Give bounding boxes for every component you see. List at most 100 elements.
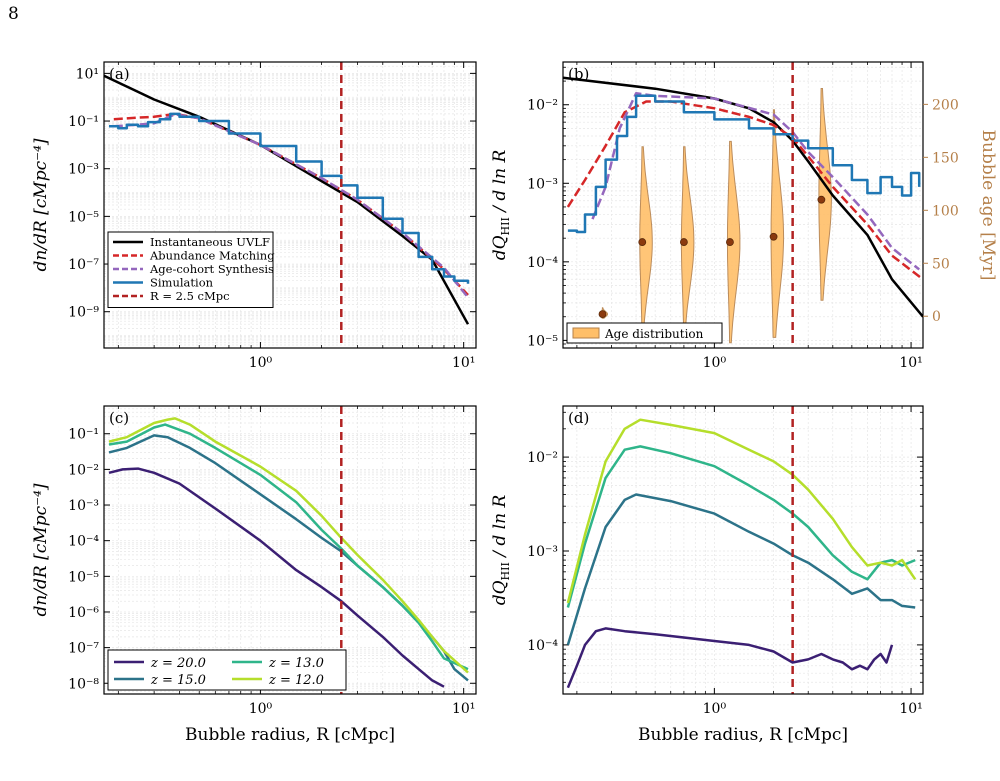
y-tick-label: 10⁻³ bbox=[527, 544, 558, 560]
axes-frame bbox=[103, 61, 477, 349]
legend-label: Abundance Matching bbox=[149, 249, 275, 263]
legend-label: z = 12.0 bbox=[268, 673, 324, 688]
legend: z = 20.0 z = 15.0 z = 13.0 z = 12.0 bbox=[107, 649, 347, 691]
data-layer bbox=[563, 76, 923, 344]
age-median-point bbox=[769, 232, 778, 241]
panel-0: 10⁰ 10¹ 10¹ 10⁻¹ 10⁻³ 10⁻⁵ 10⁻⁷ 10⁻⁹ (a) dn/dR [c… bbox=[31, 61, 477, 371]
legend-label: Age-cohort Synthesis bbox=[149, 262, 274, 276]
y-tick-label: 10⁻⁸ bbox=[68, 676, 99, 692]
age-violin bbox=[818, 88, 832, 301]
series-line-z-13-0 bbox=[108, 423, 469, 671]
legend-box bbox=[107, 649, 347, 691]
y-tick-label: 10¹ bbox=[76, 66, 99, 82]
y-tick-label: 10⁻¹ bbox=[68, 427, 99, 443]
panel-1: 10⁰ 10¹ 10⁻² 10⁻³ 10⁻⁴ 10⁻⁵ (b) dQHII / d ln R 0… bbox=[490, 61, 998, 371]
right-tick-label: 100 bbox=[932, 203, 959, 219]
y-tick-label: 10⁻⁴ bbox=[527, 638, 558, 654]
grid bbox=[563, 62, 923, 348]
legend-label: R = 2.5 cMpc bbox=[150, 289, 230, 303]
right-tick-label: 150 bbox=[932, 150, 959, 166]
y-tick-label: 10⁻⁵ bbox=[527, 333, 558, 349]
panel-2: 10⁰ 10¹ 10⁻¹ 10⁻² 10⁻³ 10⁻⁴ 10⁻⁵ 10⁻⁶ 10⁻⁷ 10⁻⁸ (c… bbox=[31, 405, 477, 745]
age-median-point bbox=[638, 238, 647, 246]
right-tick-label: 50 bbox=[932, 256, 950, 272]
series-line-z-20-0 bbox=[108, 467, 445, 688]
series-line-age-cohort-synthesis bbox=[591, 92, 920, 271]
x-axis-label: Bubble radius, R [cMpc] bbox=[638, 725, 848, 745]
right-tick-label: 0 bbox=[932, 309, 941, 325]
page-number: 8 bbox=[8, 4, 19, 24]
legend: Age distribution bbox=[566, 322, 723, 344]
y-axis-label: dn/dR [cMpc⁻⁴] bbox=[31, 483, 51, 616]
y-axis-label: dQHII / d ln R bbox=[490, 150, 512, 261]
legend-label: z = 20.0 bbox=[150, 656, 206, 671]
age-violin bbox=[639, 146, 653, 328]
series-line-z-12-0 bbox=[566, 418, 917, 604]
y-tick-label: 10⁻⁵ bbox=[68, 209, 99, 225]
x-axis-label: Bubble radius, R [cMpc] bbox=[185, 725, 395, 745]
y-tick-label: 10⁻² bbox=[68, 462, 99, 478]
series-line-simulation bbox=[567, 94, 921, 234]
panel-label: (a) bbox=[109, 65, 130, 83]
series-line-z-12-0 bbox=[108, 417, 469, 674]
series-line-z-15-0 bbox=[108, 434, 469, 682]
y-tick-label: 10⁻³ bbox=[527, 176, 558, 192]
series-line-z-15-0 bbox=[566, 493, 916, 646]
grid bbox=[104, 62, 476, 348]
axes-frame bbox=[103, 405, 477, 695]
y-axis-label: dQHII / d ln R bbox=[490, 495, 512, 606]
series-line-abundance-matching bbox=[566, 100, 923, 281]
y-tick-label: 10⁻⁴ bbox=[527, 255, 558, 271]
y-tick-label: 10⁻⁴ bbox=[68, 534, 99, 550]
legend-label: Age distribution bbox=[604, 327, 704, 341]
x-tick-label: 10⁰ bbox=[703, 701, 727, 717]
right-axis-label: Bubble age [Myr] bbox=[978, 130, 998, 281]
legend-label: Instantaneous UVLF bbox=[150, 235, 270, 249]
panel-label: (d) bbox=[568, 409, 589, 427]
x-tick-label: 10¹ bbox=[452, 355, 475, 371]
legend-box bbox=[566, 322, 723, 344]
data-layer bbox=[566, 418, 917, 689]
series-line-z-20-0 bbox=[566, 627, 894, 689]
legend-label: z = 15.0 bbox=[150, 673, 206, 688]
legend-label: z = 13.0 bbox=[268, 656, 324, 671]
right-tick-label: 200 bbox=[932, 97, 959, 113]
data-layer bbox=[108, 417, 469, 688]
y-tick-label: 10⁻⁷ bbox=[68, 257, 99, 273]
panel-3: 10⁰ 10¹ 10⁻² 10⁻³ 10⁻⁴ (d) dQHII / d ln R Bubbl… bbox=[490, 405, 924, 745]
panel-label: (b) bbox=[568, 65, 589, 83]
y-tick-label: 10⁻³ bbox=[68, 498, 99, 514]
axes-frame bbox=[562, 405, 924, 695]
age-median-point bbox=[598, 310, 607, 319]
x-tick-label: 10⁰ bbox=[249, 701, 273, 717]
age-violin bbox=[770, 109, 785, 338]
age-violin bbox=[680, 146, 695, 328]
axes-frame bbox=[562, 61, 924, 349]
x-tick-label: 10¹ bbox=[899, 355, 922, 371]
x-tick-label: 10⁰ bbox=[703, 355, 727, 371]
y-tick-label: 10⁻² bbox=[527, 98, 558, 114]
y-tick-label: 10⁻¹ bbox=[68, 114, 99, 130]
age-median-point bbox=[679, 238, 688, 246]
age-median-point bbox=[817, 195, 826, 204]
y-tick-label: 10⁻³ bbox=[68, 162, 99, 178]
age-median-point bbox=[726, 238, 734, 246]
x-tick-label: 10¹ bbox=[452, 701, 475, 717]
series-line-instantaneous-uvlf bbox=[104, 74, 470, 325]
series-line-instantaneous-uvlf bbox=[563, 76, 923, 318]
x-tick-label: 10¹ bbox=[899, 701, 922, 717]
y-tick-label: 10⁻² bbox=[527, 450, 558, 466]
y-axis-label: dn/dR [cMpc⁻⁴] bbox=[31, 138, 51, 271]
y-tick-label: 10⁻⁷ bbox=[68, 641, 99, 657]
x-tick-label: 10⁰ bbox=[249, 355, 273, 371]
minor-ticks bbox=[563, 406, 923, 695]
panel-label: (c) bbox=[109, 409, 129, 427]
legend-label: Simulation bbox=[150, 276, 214, 290]
y-tick-label: 10⁻⁵ bbox=[68, 569, 99, 585]
data-layer bbox=[104, 74, 470, 325]
series-line-age-cohort-synthesis bbox=[113, 113, 469, 299]
y-tick-label: 10⁻⁶ bbox=[68, 605, 99, 621]
grid bbox=[563, 406, 923, 694]
